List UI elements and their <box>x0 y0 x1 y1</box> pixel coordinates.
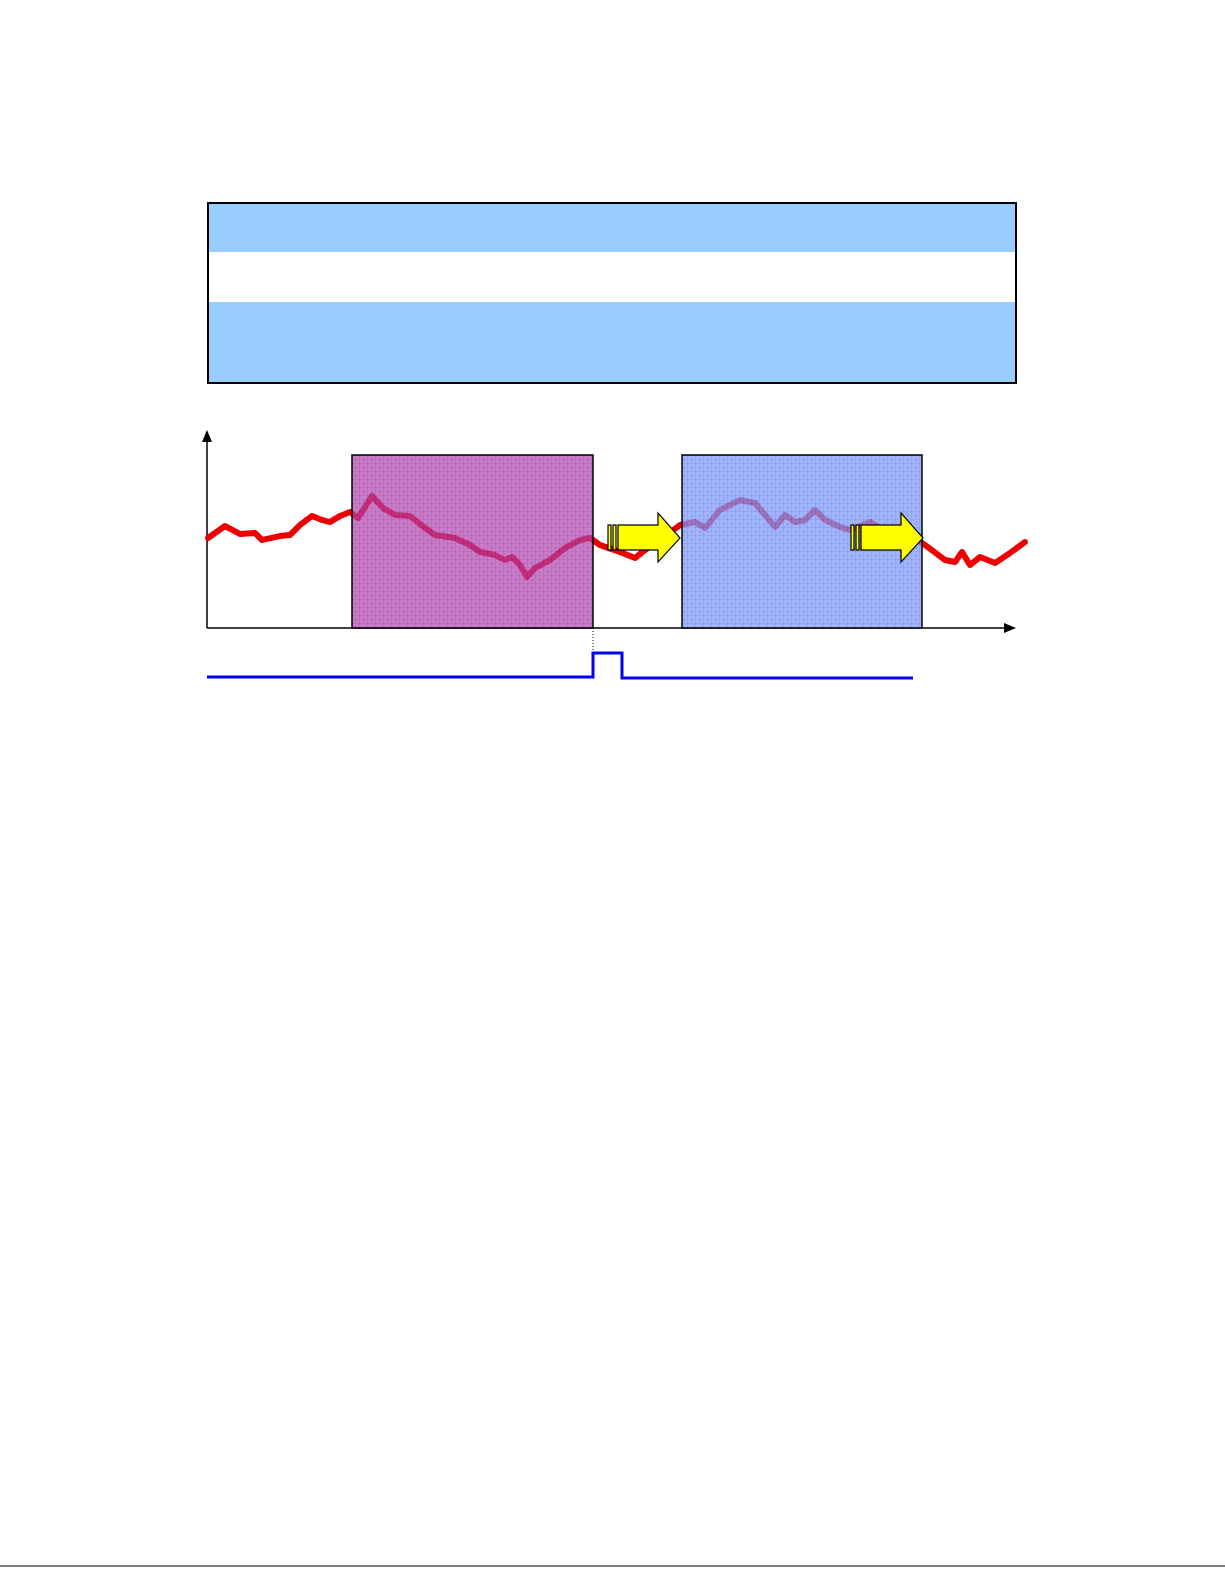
arrow-stripe <box>612 524 617 551</box>
band-top <box>208 203 1016 252</box>
banded-table <box>207 202 1017 384</box>
x-axis-arrow <box>1004 623 1016 633</box>
arrow-body <box>617 511 681 564</box>
arrow-2 <box>850 511 924 564</box>
arrow-stripe <box>850 524 855 551</box>
arrow-body <box>860 511 924 564</box>
window-1 <box>351 454 594 629</box>
y-axis-arrow <box>202 430 212 442</box>
arrow-stripe <box>607 524 612 551</box>
band-middle <box>208 252 1016 302</box>
table-border <box>207 202 1017 384</box>
arrow-1 <box>607 511 681 564</box>
arrow-stripe <box>855 524 860 551</box>
band-bottom <box>208 302 1016 383</box>
window-grid <box>352 455 593 628</box>
pulse-line <box>207 651 913 680</box>
